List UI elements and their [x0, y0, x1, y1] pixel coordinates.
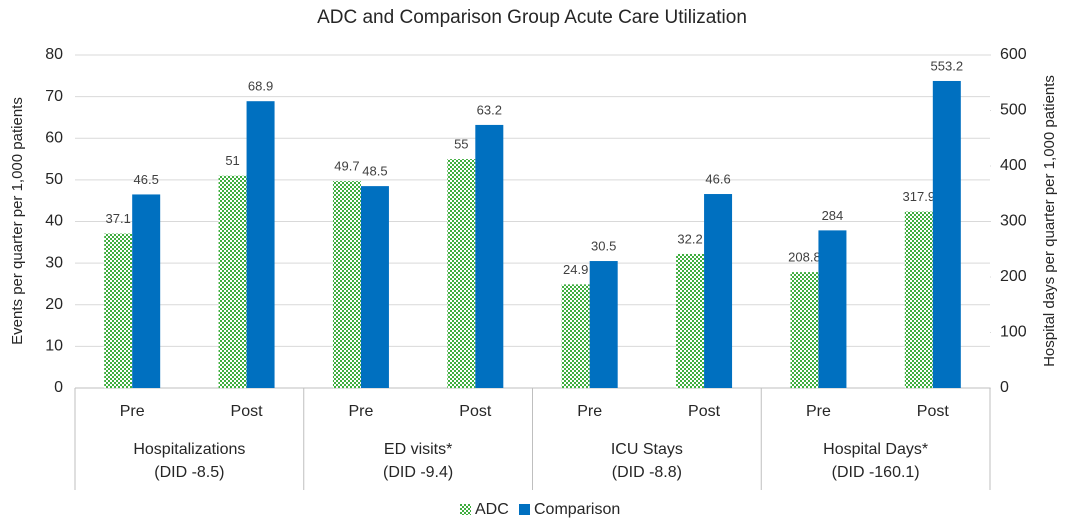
bar	[332, 181, 361, 388]
value-label: 63.2	[477, 102, 502, 117]
group-label: ICU Stays	[611, 441, 683, 458]
y-tick-label: 40	[45, 213, 63, 230]
y2-tick-label: 0	[1000, 379, 1009, 396]
group-label: Hospitalizations	[133, 441, 245, 458]
value-label: 32.2	[677, 231, 702, 246]
y-tick-label: 60	[45, 129, 63, 146]
y2-tick-label: 100	[1000, 324, 1027, 341]
legend-label: ADC	[475, 501, 509, 518]
bar	[104, 233, 133, 388]
value-label: 46.5	[134, 172, 159, 187]
group-note: (DID -160.1)	[832, 464, 920, 481]
value-label: 553.2	[931, 58, 964, 73]
x-tick-label: Pre	[120, 403, 145, 420]
y2-axis-title: Hospital days per quarter per 1,000 pati…	[1041, 75, 1058, 367]
value-label: 51	[225, 153, 239, 168]
y-tick-label: 70	[45, 88, 63, 105]
group-label: ED visits*	[384, 441, 452, 458]
bar	[904, 211, 933, 388]
y-tick-label: 30	[45, 254, 63, 271]
bar	[932, 80, 961, 388]
legend-swatch	[460, 504, 471, 515]
value-label: 37.1	[106, 211, 131, 226]
group-label: Hospital Days*	[823, 441, 928, 458]
x-tick-label: Post	[231, 403, 264, 420]
y-tick-label: 80	[45, 46, 63, 63]
x-tick-label: Post	[917, 403, 950, 420]
bar	[218, 175, 247, 388]
y-tick-label: 0	[54, 379, 63, 396]
bar	[360, 186, 389, 388]
group-note: (DID -9.4)	[383, 464, 453, 481]
chart-title: ADC and Comparison Group Acute Care Util…	[317, 7, 747, 28]
bar	[447, 159, 476, 388]
y-tick-label: 20	[45, 296, 63, 313]
bar	[704, 194, 733, 388]
value-label: 284	[822, 208, 844, 223]
x-tick-label: Post	[459, 403, 492, 420]
y-tick-label: 10	[45, 338, 63, 355]
bar	[818, 230, 847, 388]
y2-tick-label: 500	[1000, 102, 1027, 119]
x-tick-label: Pre	[806, 403, 831, 420]
group-note: (DID -8.5)	[154, 464, 224, 481]
bar	[676, 253, 705, 388]
bar	[132, 194, 161, 388]
value-label: 49.7	[334, 159, 359, 174]
value-label: 30.5	[591, 238, 616, 253]
group-note: (DID -8.8)	[612, 464, 682, 481]
value-label: 46.6	[705, 171, 730, 186]
value-label: 317.9	[903, 189, 936, 204]
bar	[790, 272, 819, 388]
bar	[589, 261, 618, 388]
value-label: 24.9	[563, 262, 588, 277]
y2-tick-label: 300	[1000, 213, 1027, 230]
value-label: 68.9	[248, 79, 273, 94]
y-axis-title: Events per quarter per 1,000 patients	[9, 97, 26, 345]
y2-tick-label: 200	[1000, 268, 1027, 285]
y-tick-label: 50	[45, 171, 63, 188]
legend-label: Comparison	[534, 501, 620, 518]
bar	[246, 101, 275, 389]
legend-swatch	[519, 504, 530, 515]
bar	[475, 124, 504, 389]
y2-tick-label: 600	[1000, 46, 1027, 63]
value-label: 48.5	[362, 164, 387, 179]
x-tick-label: Post	[688, 403, 721, 420]
value-label: 55	[454, 137, 468, 152]
bar	[561, 284, 590, 388]
x-tick-label: Pre	[348, 403, 373, 420]
y2-tick-label: 400	[1000, 157, 1027, 174]
x-tick-label: Pre	[577, 403, 602, 420]
value-label: 208.8	[788, 250, 821, 265]
